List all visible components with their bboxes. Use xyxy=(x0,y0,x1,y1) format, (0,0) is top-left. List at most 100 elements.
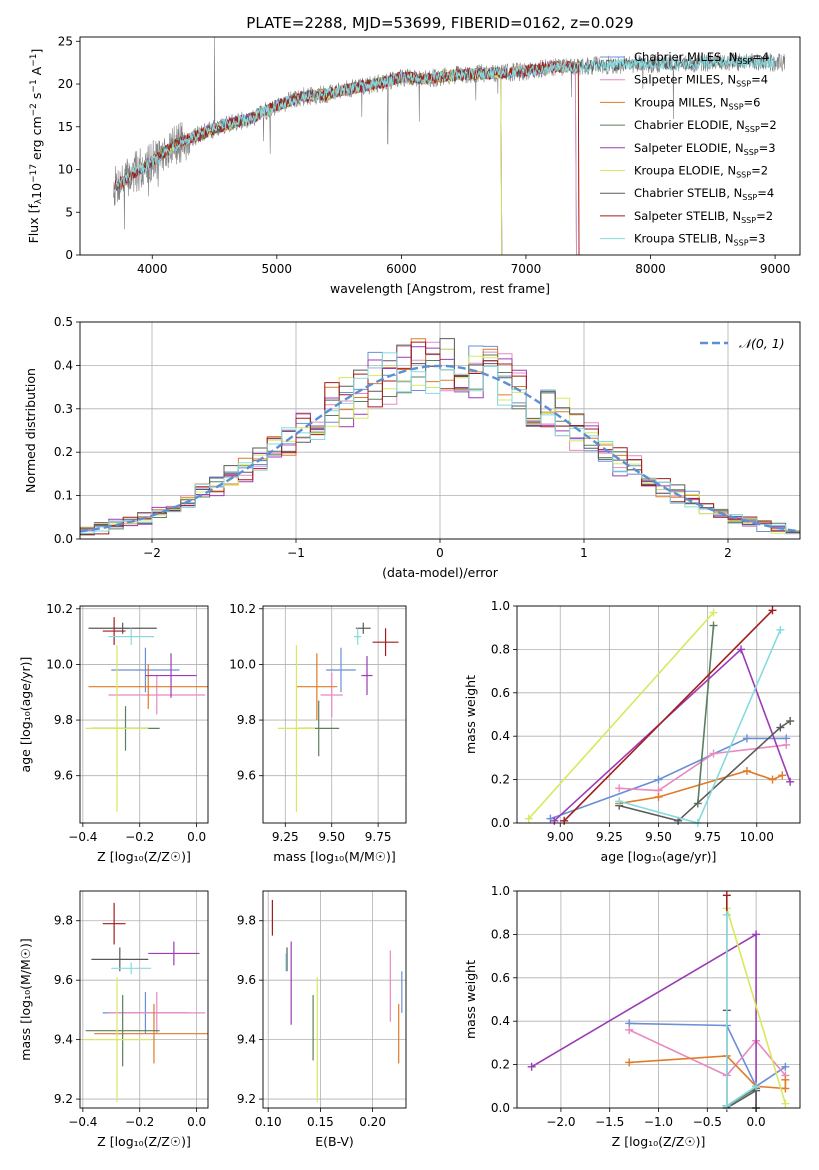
weight-marker xyxy=(781,1099,790,1108)
legend-label: 𝒩(0, 1) xyxy=(739,336,785,351)
age_vs_Z-panel: −0.4 −0.2 0.0 9.6 9.8 10.0 10.2 Z [log₁₀(Z/Z☉)]… xyxy=(18,602,209,864)
x-tick-label: −0.2 xyxy=(125,830,154,844)
legend-label: Salpeter MILES, NSSP=4 xyxy=(634,73,768,89)
x-tick-label: 0 xyxy=(436,546,444,560)
legend-label-suffix: =3 xyxy=(749,232,766,246)
weight-marker xyxy=(776,723,785,732)
errorbar-chabrier_miles xyxy=(111,647,180,693)
y-tick-label: 0.5 xyxy=(54,315,73,329)
x-tick-label: 7000 xyxy=(511,262,542,276)
x-axis-label: wavelength [Angstrom, rest frame] xyxy=(330,281,550,296)
x-tick-label: −0.4 xyxy=(68,1115,97,1129)
y-axis-label-part: s xyxy=(29,93,44,104)
y-axis-label: mass weight xyxy=(463,960,478,1039)
weight-line-salpeter_miles xyxy=(619,744,787,792)
y-axis-label-part: −1 xyxy=(29,79,39,92)
model-spectrum-kroupa_stelib xyxy=(114,55,776,192)
x-tick-label: −1.0 xyxy=(644,1115,673,1129)
x-tick-label: 0.0 xyxy=(187,830,206,844)
x-tick-label: 9.25 xyxy=(596,830,623,844)
x-tick-label: 0.10 xyxy=(255,1115,282,1129)
x-tick-label: 2 xyxy=(724,546,732,560)
legend-label: Kroupa STELIB, NSSP=3 xyxy=(634,232,765,248)
weight-line-kroupa_stelib xyxy=(618,629,782,824)
y-tick-label: 9.8 xyxy=(237,713,256,727)
mass_vs_ebv-panel: 0.10 0.15 0.20 9.2 9.4 9.6 9.8 E(B-V) xyxy=(237,890,407,1149)
y-tick-label: 0 xyxy=(65,248,73,262)
legend-label-suffix: =6 xyxy=(744,95,761,109)
spectrum-plot-area xyxy=(113,37,786,255)
legend-label-text: Kroupa MILES, N xyxy=(634,95,729,109)
mass_vs_Z-panel: −0.4 −0.2 0.0 9.2 9.4 9.6 9.8 Z [log₁₀(Z/Z☉)] ma… xyxy=(18,890,209,1149)
legend-label: Salpeter STELIB, NSSP=2 xyxy=(634,209,773,225)
errorbar-kroupa_stelib xyxy=(108,628,154,645)
legend-label-suffix: =2 xyxy=(760,118,777,132)
legend-label-sub: SSP xyxy=(729,102,744,111)
errorbar-salpeter_stelib xyxy=(372,628,399,657)
weight-marker xyxy=(768,606,777,615)
weight-marker xyxy=(709,749,718,758)
legend-label-suffix: =4 xyxy=(757,186,774,200)
axes-frame xyxy=(79,321,801,540)
weight_vs_Z-plot-area xyxy=(527,891,790,1112)
x-tick-label: 9.25 xyxy=(272,830,299,844)
weight-line-salpeter_stelib xyxy=(563,609,774,822)
y-tick-label: 9.4 xyxy=(237,1033,256,1047)
legend-label-text: Kroupa ELODIE, N xyxy=(634,164,736,178)
weight-marker xyxy=(615,784,624,793)
y-tick-label: 10.2 xyxy=(229,602,256,616)
errorbar-salpeter_stelib xyxy=(102,902,126,945)
y-tick-label: 0.6 xyxy=(491,686,510,700)
weight-marker xyxy=(722,891,731,900)
legend-label-suffix: =4 xyxy=(751,73,768,87)
y-tick-label: 1.0 xyxy=(491,884,510,898)
errorbar-chabrier_miles xyxy=(326,647,356,693)
y-tick-label: 0.0 xyxy=(54,532,73,546)
y-tick-label: 10.0 xyxy=(229,657,256,671)
residuals-plot-area xyxy=(79,338,801,536)
legend-label-suffix: =4 xyxy=(752,50,769,64)
errorbar-salpeter_elodie xyxy=(145,653,197,698)
y-axis-label-part: erg cm xyxy=(29,116,44,164)
x-axis-label: Z [log₁₀(Z/Z☉)] xyxy=(97,1134,191,1149)
y-axis-label-part: 10 xyxy=(29,183,44,199)
errorbar-kroupa_stelib xyxy=(354,628,362,645)
weight-marker xyxy=(527,1062,536,1071)
y-tick-label: 9.6 xyxy=(237,769,256,783)
mass_vs_ebv-plot-area xyxy=(271,899,403,1103)
weight-marker xyxy=(615,797,624,806)
x-tick-label: 0.0 xyxy=(747,1115,766,1129)
weight_vs_age-plot-area xyxy=(524,606,795,827)
weight-marker xyxy=(550,816,559,825)
legend-label-sub: SSP xyxy=(736,80,751,89)
y-tick-label: 9.2 xyxy=(237,1092,256,1106)
mass_vs_Z-plot-area xyxy=(82,902,208,1103)
age_vs_Z-plot-area xyxy=(85,617,208,812)
axes-frame xyxy=(79,890,209,1109)
y-tick-label: 0.2 xyxy=(491,1058,510,1072)
x-tick-label: 9.50 xyxy=(645,830,672,844)
x-tick-label: 9.50 xyxy=(318,830,345,844)
y-axis-label: Flux [fλ10−17 erg cm−2 s−1 A−1] xyxy=(26,49,44,244)
weight-marker xyxy=(781,1062,790,1071)
x-tick-label: 0.15 xyxy=(307,1115,334,1129)
y-axis-label-part: −1 xyxy=(29,54,39,67)
histogram-kroupa_stelib xyxy=(80,352,800,534)
legend-label-sub: SSP xyxy=(734,239,749,248)
x-tick-label: −2.0 xyxy=(546,1115,575,1129)
errorbar-salpeter_miles xyxy=(108,992,206,1034)
x-tick-label: 4000 xyxy=(137,262,168,276)
x-axis-label: age [log₁₀(age/yr)] xyxy=(601,849,717,864)
y-tick-label: 10.0 xyxy=(46,657,73,671)
y-tick-label: 9.4 xyxy=(54,1033,73,1047)
y-tick-label: 15 xyxy=(58,120,73,134)
weight-line-chabrier_miles xyxy=(550,737,787,820)
weight-line-chabrier_elodie xyxy=(697,625,715,804)
y-tick-label: 9.6 xyxy=(54,769,73,783)
y-axis-label-part: A xyxy=(29,66,44,79)
x-tick-label: 9000 xyxy=(760,262,791,276)
legend-label-sub: SSP xyxy=(742,193,757,202)
errorbar-kroupa_elodie xyxy=(277,644,315,812)
y-tick-label: 0.3 xyxy=(54,402,73,416)
weight-marker xyxy=(781,1075,790,1084)
